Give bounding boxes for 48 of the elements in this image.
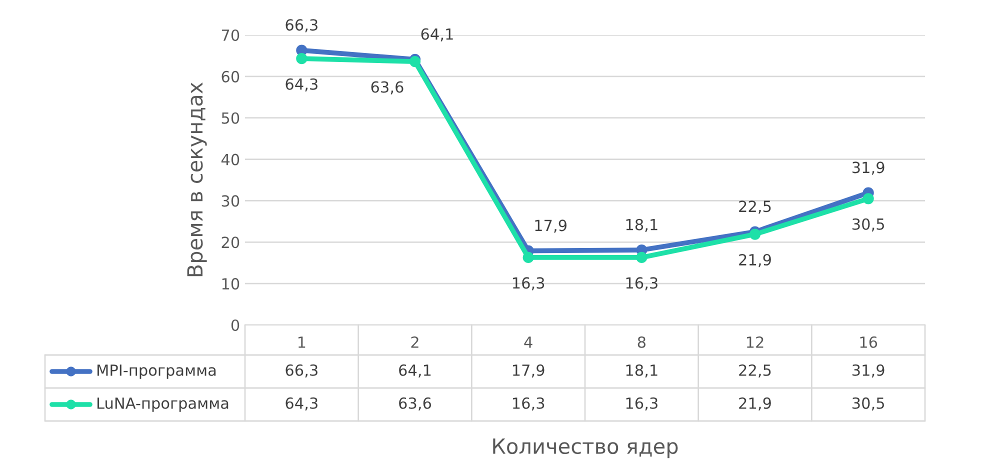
point bbox=[296, 53, 308, 64]
data-label: 30,5 bbox=[852, 397, 884, 410]
text: 18,1 bbox=[626, 218, 658, 232]
legend-label: MPI-программа bbox=[98, 364, 216, 379]
point bbox=[862, 193, 874, 204]
text: 22,5 bbox=[739, 200, 771, 214]
y-tick-label: 50 bbox=[222, 112, 240, 124]
y-tick-label: 70 bbox=[222, 29, 240, 42]
point bbox=[409, 56, 421, 68]
data-label: 17,9 bbox=[513, 364, 544, 378]
text: 16,3 bbox=[513, 277, 544, 290]
x-tick-label: 1 bbox=[298, 336, 306, 348]
data-label: 31,9 bbox=[852, 364, 884, 378]
data-label: 63,6 bbox=[399, 397, 432, 410]
text: 64,3 bbox=[286, 78, 318, 92]
text: 21,9 bbox=[739, 254, 771, 268]
x-tick-label: 2 bbox=[411, 336, 418, 348]
point bbox=[749, 228, 761, 240]
data-label: 64,3 bbox=[286, 397, 318, 410]
y-tick-label: 40 bbox=[221, 154, 240, 166]
y-tick-label: 20 bbox=[222, 236, 240, 248]
y-tick-label: 60 bbox=[222, 70, 240, 82]
text: 66,3 bbox=[286, 19, 318, 32]
y-tick-label: 10 bbox=[222, 278, 240, 290]
point bbox=[522, 252, 534, 264]
text: 17,9 bbox=[535, 220, 566, 233]
data-label: 66,3 bbox=[286, 364, 318, 378]
text: 30,5 bbox=[852, 218, 884, 232]
x-tick-label: 16 bbox=[860, 336, 878, 348]
legend-label: LuNA-программа bbox=[98, 398, 228, 412]
text: 64,1 bbox=[421, 28, 453, 42]
y-axis-title: Время в секундах bbox=[187, 82, 207, 276]
x-axis-title: Количество ядер bbox=[493, 438, 678, 458]
data-label: 16,3 bbox=[626, 397, 658, 410]
y-tick-label: 0 bbox=[231, 319, 240, 332]
text: 63,6 bbox=[371, 81, 404, 94]
text: 31,9 bbox=[852, 162, 884, 175]
text: 16,3 bbox=[626, 277, 658, 290]
data-label: 22,5 bbox=[739, 364, 771, 378]
x-tick-label: 8 bbox=[638, 336, 646, 348]
x-tick-label: 12 bbox=[746, 336, 764, 348]
data-label: 16,3 bbox=[513, 397, 544, 410]
x-tick-label: 4 bbox=[524, 336, 532, 348]
data-label: 64,1 bbox=[399, 364, 431, 378]
point bbox=[636, 252, 648, 264]
data-label: 21,9 bbox=[739, 397, 771, 410]
data-label: 18,1 bbox=[626, 364, 658, 378]
y-tick-label: 30 bbox=[222, 195, 240, 207]
